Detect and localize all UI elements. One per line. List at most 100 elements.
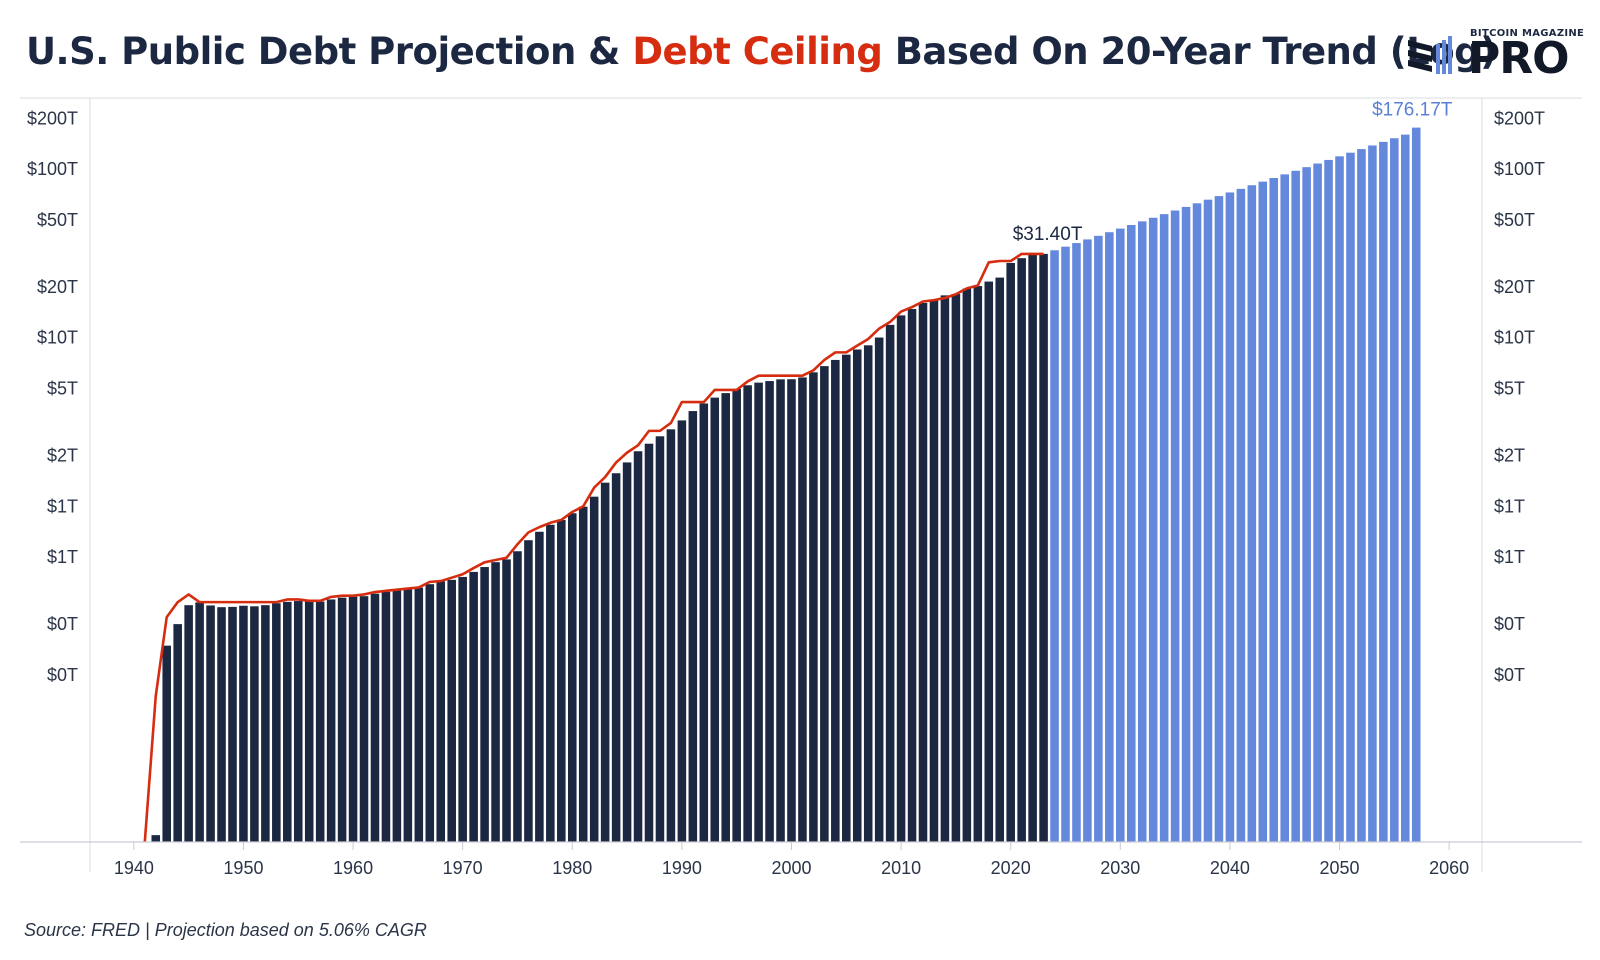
- bar-historical-2018: [984, 281, 994, 842]
- bar-historical-1974: [502, 559, 511, 842]
- y-tick-right-4: $10T: [1494, 328, 1535, 348]
- bar-historical-2012: [918, 302, 928, 842]
- x-tick-label-1980: 1980: [552, 858, 592, 878]
- bar-historical-2022: [1028, 255, 1037, 842]
- title-part-1: U.S. Public Debt Projection &: [26, 30, 633, 73]
- bar-projection-2040: [1225, 192, 1235, 842]
- bar-historical-1951: [250, 606, 259, 842]
- y-tick-left-7: $1T: [47, 496, 78, 516]
- bar-projection-2049: [1324, 159, 1333, 842]
- bar-historical-2004: [831, 359, 840, 842]
- bar-projection-2052: [1357, 149, 1366, 843]
- y-tick-right-9: $0T: [1494, 614, 1525, 634]
- bar-historical-1975: [513, 551, 522, 842]
- bar-historical-1954: [283, 601, 292, 842]
- bar-historical-1943: [162, 645, 171, 842]
- title-accent-debt-ceiling: Debt Ceiling: [632, 30, 883, 73]
- y-tick-left-3: $20T: [37, 277, 78, 297]
- bar-historical-2021: [1017, 258, 1026, 842]
- bar-historical-1976: [524, 540, 533, 842]
- bar-projection-2032: [1137, 221, 1147, 842]
- bar-historical-2019: [995, 277, 1005, 843]
- bar-projection-2029: [1105, 232, 1114, 842]
- bar-historical-1972: [480, 567, 489, 842]
- bar-projection-2055: [1390, 138, 1399, 842]
- bar-projection-2025: [1061, 246, 1070, 842]
- y-tick-right-8: $1T: [1494, 547, 1525, 567]
- bar-historical-2020: [1006, 262, 1015, 842]
- bar-projection-2050: [1335, 156, 1344, 842]
- bar-historical-2005: [842, 354, 851, 842]
- y-tick-left-2: $50T: [37, 210, 78, 230]
- bar-historical-1963: [381, 591, 391, 842]
- bar-projection-2028: [1094, 235, 1103, 842]
- bar-historical-1947: [206, 605, 215, 842]
- bar-projection-2054: [1379, 141, 1388, 843]
- bar-projection-2045: [1280, 174, 1289, 842]
- bar-historical-1985: [622, 462, 632, 842]
- x-tick-label-1960: 1960: [333, 858, 373, 878]
- bar-historical-1949: [228, 606, 237, 842]
- bar-projection-2041: [1236, 188, 1246, 843]
- bar-historical-1957: [315, 601, 325, 842]
- y-tick-right-2: $50T: [1494, 210, 1535, 230]
- bar-projection-2047: [1302, 167, 1311, 842]
- y-tick-right-1: $100T: [1494, 159, 1545, 179]
- bar-projection-2046: [1291, 170, 1300, 842]
- bar-projection-2031: [1126, 224, 1136, 843]
- bar-historical-1989: [666, 429, 676, 842]
- y-tick-left-6: $2T: [47, 446, 78, 466]
- bar-historical-1955: [293, 601, 303, 842]
- bar-historical-1979: [557, 520, 566, 842]
- x-tick-label-2040: 2040: [1210, 858, 1250, 878]
- x-tick-label-1940: 1940: [114, 858, 154, 878]
- bar-historical-1961: [359, 596, 369, 842]
- bar-historical-2007: [863, 345, 873, 842]
- bar-historical-1970: [458, 576, 467, 842]
- y-tick-left-8: $1T: [47, 547, 78, 567]
- bar-historical-1996: [743, 385, 752, 842]
- bar-projection-2051: [1346, 152, 1355, 842]
- bar-historical-1945: [184, 605, 193, 842]
- bar-historical-2023: [1039, 253, 1048, 842]
- x-tick-label-1950: 1950: [223, 858, 263, 878]
- bar-projection-2030: [1116, 228, 1125, 843]
- bar-historical-1967: [425, 584, 435, 842]
- y-tick-left-5: $5T: [47, 378, 78, 398]
- bar-historical-1983: [600, 482, 610, 842]
- x-tick-label-2030: 2030: [1100, 858, 1140, 878]
- bar-historical-1981: [578, 506, 588, 842]
- bar-historical-1991: [688, 411, 698, 842]
- bar-historical-2010: [896, 315, 906, 842]
- bar-projection-2043: [1258, 181, 1268, 842]
- bar-historical-2016: [962, 288, 972, 842]
- bar-historical-2008: [874, 337, 884, 842]
- bar-projection-2042: [1247, 185, 1257, 843]
- x-tick-label-2050: 2050: [1319, 858, 1359, 878]
- x-tick-label-1970: 1970: [443, 858, 483, 878]
- y-tick-right-10: $0T: [1494, 665, 1525, 685]
- annotation-projected-debt: $176.17T: [1372, 100, 1453, 121]
- bar-historical-2011: [907, 309, 917, 842]
- bar-historical-1956: [304, 601, 314, 842]
- bar-historical-2009: [885, 324, 895, 842]
- bar-historical-1998: [765, 381, 774, 842]
- bar-historical-1978: [546, 524, 555, 842]
- bar-historical-1965: [403, 589, 413, 842]
- bar-projection-2024: [1050, 250, 1059, 842]
- bar-historical-1995: [732, 388, 741, 842]
- bar-projection-2057: [1411, 127, 1421, 843]
- y-tick-left-4: $10T: [37, 328, 78, 348]
- bar-historical-1993: [710, 397, 720, 842]
- bar-historical-2015: [951, 294, 961, 842]
- annotation-current-debt: $31.40T: [1013, 224, 1083, 245]
- bar-historical-1953: [272, 603, 281, 842]
- bar-historical-1958: [326, 599, 336, 842]
- y-tick-left-10: $0T: [47, 665, 78, 685]
- bitcoin-magazine-pro-logo: BITCOIN MAGAZINE PRO: [1408, 26, 1594, 86]
- bar-historical-1973: [491, 562, 500, 842]
- x-tick-label-2020: 2020: [991, 858, 1031, 878]
- y-tick-left-9: $0T: [47, 614, 78, 634]
- x-tick-label-2010: 2010: [881, 858, 921, 878]
